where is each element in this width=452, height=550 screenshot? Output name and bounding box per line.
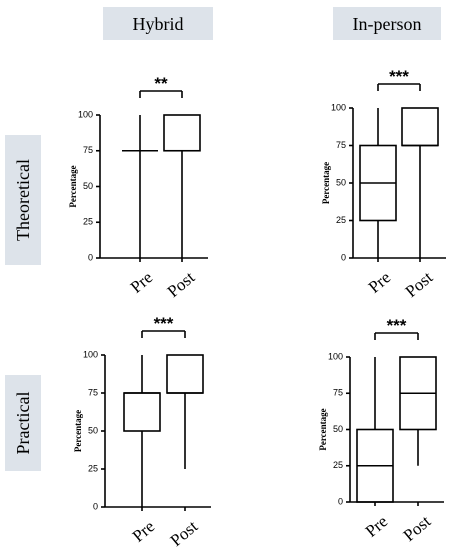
box xyxy=(123,392,161,432)
y-tick-label: 50 xyxy=(333,424,343,434)
y-tick-label: 50 xyxy=(83,181,93,191)
y-tick-label: 0 xyxy=(338,496,343,506)
x-tick-label: Post xyxy=(402,268,437,302)
x-tick-label: Pre xyxy=(129,517,159,546)
significance: *** xyxy=(387,316,407,335)
y-tick-label: 75 xyxy=(336,140,346,150)
y-tick-label: 25 xyxy=(336,215,346,225)
significance: *** xyxy=(154,314,174,333)
x-tick-label: Post xyxy=(400,512,435,546)
x-tick-label: Pre xyxy=(365,268,395,297)
y-tick-label: 100 xyxy=(83,349,98,359)
row-bg xyxy=(5,375,41,471)
y-tick-label: 25 xyxy=(88,463,98,473)
y-tick-label: 75 xyxy=(83,145,93,155)
y-tick-label: 0 xyxy=(93,501,98,511)
row-header: Theoretical xyxy=(13,159,33,241)
y-tick-label: 0 xyxy=(341,252,346,262)
y-tick-label: 100 xyxy=(78,109,93,119)
x-tick-label: Pre xyxy=(362,512,392,541)
box xyxy=(401,107,439,147)
y-tick-label: 25 xyxy=(333,460,343,470)
row-header: Practical xyxy=(13,392,33,455)
y-tick-label: 0 xyxy=(88,252,93,262)
y-tick-label: 75 xyxy=(333,388,343,398)
y-axis-label: Percentage xyxy=(321,162,331,204)
y-axis-label: Percentage xyxy=(73,410,83,452)
y-tick-label: 25 xyxy=(83,217,93,227)
y-tick-label: 100 xyxy=(331,102,346,112)
y-tick-label: 100 xyxy=(328,351,343,361)
box xyxy=(166,354,204,394)
x-tick-label: Pre xyxy=(127,268,157,297)
box xyxy=(163,114,201,152)
y-tick-label: 75 xyxy=(88,387,98,397)
row-bg xyxy=(5,135,41,265)
column-header: Hybrid xyxy=(133,14,184,34)
x-tick-label: Post xyxy=(164,268,199,302)
significance: *** xyxy=(389,67,409,86)
column-header: In-person xyxy=(353,14,422,34)
x-tick-label: Post xyxy=(167,517,202,550)
y-axis-label: Percentage xyxy=(68,165,78,207)
y-axis-label: Percentage xyxy=(318,408,328,450)
header-bg xyxy=(103,7,213,40)
y-tick-label: 50 xyxy=(88,425,98,435)
significance: ** xyxy=(154,74,168,93)
header-bg xyxy=(333,7,441,40)
y-tick-label: 50 xyxy=(336,177,346,187)
